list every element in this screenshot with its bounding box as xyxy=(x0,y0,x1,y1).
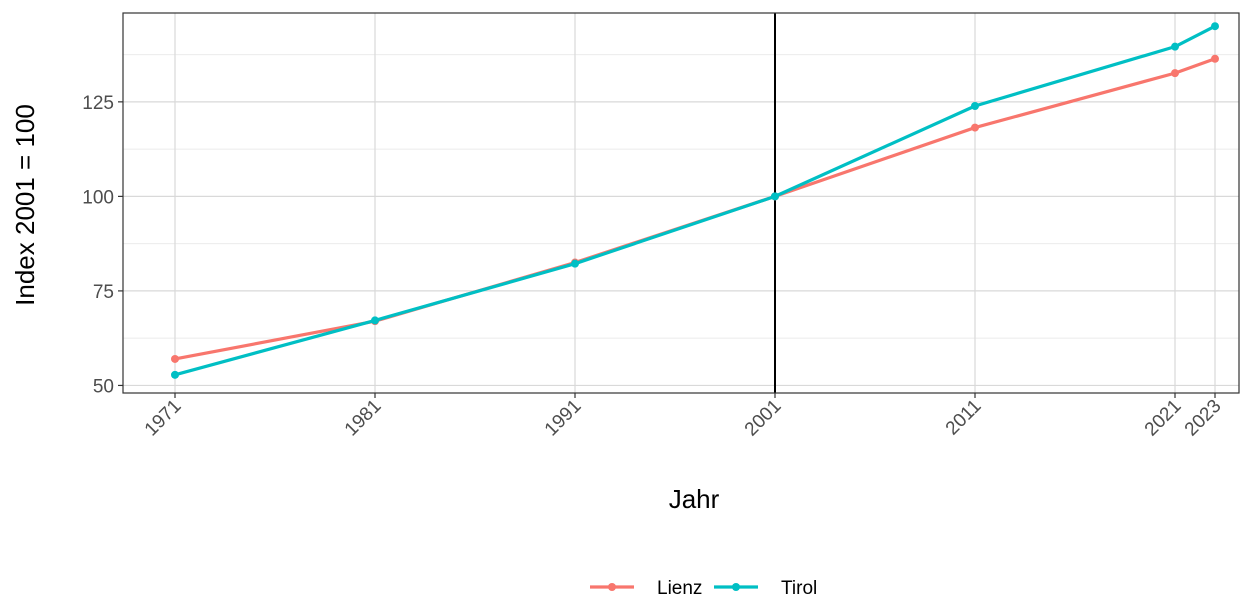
data-point-tirol xyxy=(571,259,579,268)
legend-key-point xyxy=(608,583,616,591)
legend-key-point xyxy=(732,583,740,591)
series-line-lienz xyxy=(173,57,1217,361)
x-tick-label: 2021 xyxy=(1141,396,1186,441)
data-point-tirol xyxy=(371,316,379,325)
data-point-tirol xyxy=(771,192,779,201)
minor-grid xyxy=(123,54,1239,339)
panel-border xyxy=(122,12,1240,394)
y-tick-label: 100 xyxy=(82,187,114,208)
series-layer xyxy=(171,22,1219,379)
legend-label: Tirol xyxy=(781,578,817,596)
legend-item-lienz: Lienz xyxy=(590,578,702,596)
data-point-tirol xyxy=(971,102,979,111)
y-tick-label: 125 xyxy=(82,93,114,114)
y-tick-label: 50 xyxy=(93,376,114,397)
data-point-lienz xyxy=(171,354,179,363)
x-axis-title: Jahr xyxy=(669,484,720,514)
y-axis-title: Index 2001 = 100 xyxy=(10,104,40,306)
x-tick-label: 2011 xyxy=(942,396,986,440)
legend-item-tirol: Tirol xyxy=(714,578,817,596)
x-tick-label: 1981 xyxy=(341,396,386,441)
series-line-tirol xyxy=(173,24,1217,377)
x-tick-label: 1971 xyxy=(141,396,186,441)
data-point-lienz xyxy=(971,123,979,132)
data-point-lienz xyxy=(1211,54,1219,63)
x-tick-label: 2001 xyxy=(741,396,786,441)
legend: Lienz Tirol xyxy=(590,578,817,596)
x-tick-label: 1991 xyxy=(541,396,586,441)
data-point-tirol xyxy=(1211,22,1219,31)
y-tick-label: 75 xyxy=(93,282,114,303)
data-point-tirol xyxy=(1171,42,1179,51)
x-tick-label: 2023 xyxy=(1181,396,1226,441)
legend-label: Lienz xyxy=(657,578,702,596)
data-point-lienz xyxy=(1171,69,1179,78)
data-point-tirol xyxy=(171,370,179,379)
